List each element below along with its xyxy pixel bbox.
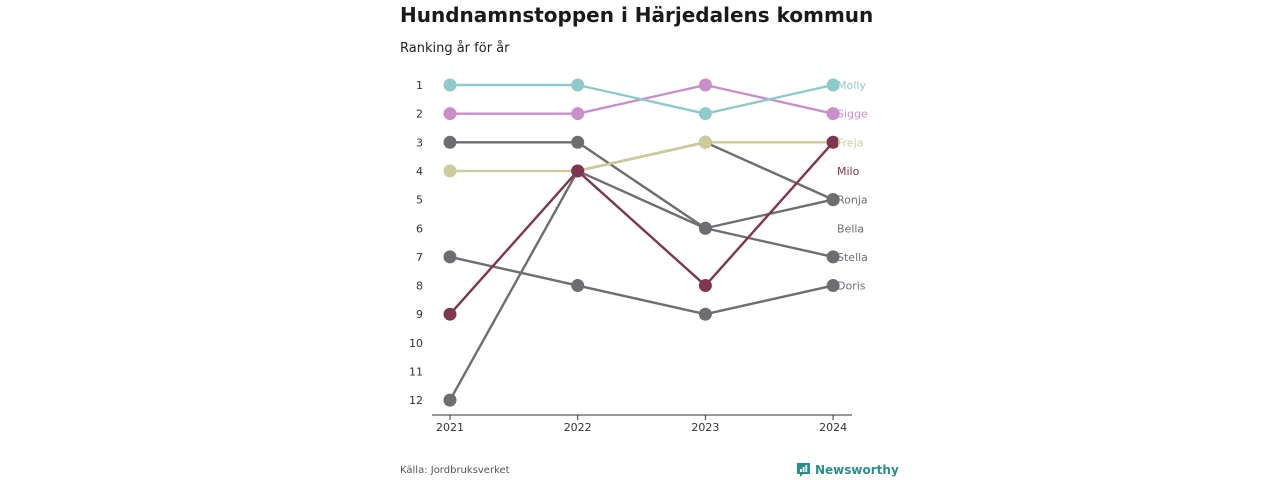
series-label-sigge: Sigge: [837, 108, 868, 121]
point-sigge-2022[interactable]: [571, 107, 585, 121]
point-milo-2022[interactable]: [571, 164, 585, 178]
point-stella-2021[interactable]: [443, 135, 457, 149]
series-label-ronja: Ronja: [837, 194, 868, 207]
point-molly-2022[interactable]: [571, 78, 585, 92]
brand-logo[interactable]: Newsworthy: [796, 462, 899, 478]
x-tick-label: 2023: [691, 421, 719, 434]
bar-chart-speech-icon: [797, 463, 810, 477]
y-tick-label: 8: [416, 280, 423, 293]
series-line-milo: [449, 141, 834, 315]
series-line-stella: [450, 141, 834, 259]
point-bella-2021[interactable]: [443, 393, 457, 407]
point-sigge-2024[interactable]: [826, 107, 840, 121]
point-molly-2023[interactable]: [698, 107, 712, 121]
chart-subtitle: Ranking år för år: [400, 41, 510, 56]
series-label-bella: Bella: [837, 222, 864, 235]
y-tick-label: 12: [409, 394, 423, 407]
series-label-molly: Molly: [837, 79, 866, 92]
point-doris-2023[interactable]: [698, 307, 712, 321]
point-freja-2023[interactable]: [698, 135, 712, 149]
y-tick-label: 1: [416, 79, 423, 92]
y-tick-label: 2: [416, 108, 423, 121]
x-tick-label: 2024: [819, 421, 847, 434]
y-tick-label: 4: [416, 165, 423, 178]
point-molly-2021[interactable]: [443, 78, 457, 92]
point-ronja-2024[interactable]: [826, 193, 840, 207]
point-milo-2021[interactable]: [443, 307, 457, 321]
point-stella-2024[interactable]: [826, 250, 840, 264]
point-freja-2021[interactable]: [443, 164, 457, 178]
point-stella-2022[interactable]: [571, 135, 585, 149]
point-milo-2023[interactable]: [698, 279, 712, 293]
y-tick-label: 7: [416, 251, 423, 264]
series-line-freja: [450, 141, 834, 173]
chart-title: Hundnamnstoppen i Härjedalens kommun: [400, 3, 874, 27]
brand-name: Newsworthy: [815, 463, 899, 477]
series-label-milo: Milo: [837, 165, 860, 178]
point-sigge-2023[interactable]: [698, 78, 712, 92]
y-tick-label: 6: [416, 222, 423, 235]
y-tick-label: 11: [409, 366, 423, 379]
point-milo-2024[interactable]: [826, 135, 840, 149]
y-tick-label: 3: [416, 136, 423, 149]
series-line-molly: [450, 83, 834, 115]
series-points: [443, 78, 840, 407]
series-label-doris: Doris: [837, 280, 866, 293]
point-bella-2023[interactable]: [698, 221, 712, 235]
series-lines: [448, 83, 834, 401]
y-tick-label: 9: [416, 308, 423, 321]
series-label-stella: Stella: [837, 251, 868, 264]
point-doris-2022[interactable]: [571, 279, 585, 293]
point-doris-2024[interactable]: [826, 279, 840, 293]
series-line-ronja: [577, 141, 834, 201]
source-note: Källa: Jordbruksverket: [400, 465, 510, 476]
y-tick-label: 5: [416, 194, 423, 207]
point-sigge-2021[interactable]: [443, 107, 457, 121]
y-tick-label: 10: [409, 337, 423, 350]
point-doris-2021[interactable]: [443, 250, 457, 264]
x-tick-label: 2021: [436, 421, 464, 434]
point-molly-2024[interactable]: [826, 78, 840, 92]
series-line-doris: [449, 255, 834, 316]
x-axis: 2021 2022 2023 2024: [436, 415, 847, 434]
series-label-freja: Freja: [837, 136, 863, 149]
x-tick-label: 2022: [564, 421, 592, 434]
series-labels: Molly Sigge Freja Milo Ronja Bella Stella Doris: [837, 79, 868, 293]
